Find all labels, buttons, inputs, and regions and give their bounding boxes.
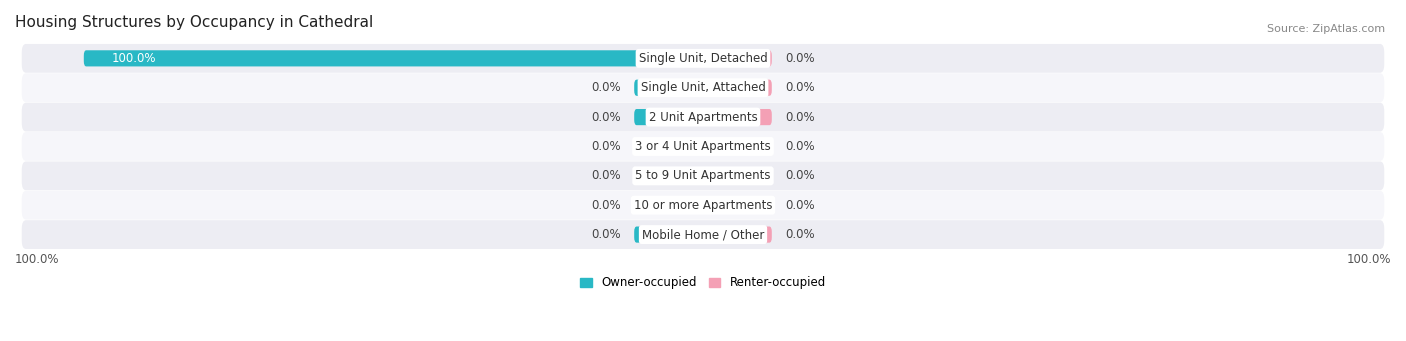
Text: 0.0%: 0.0% (786, 199, 815, 212)
Text: 0.0%: 0.0% (786, 169, 815, 182)
Text: 0.0%: 0.0% (786, 110, 815, 123)
Text: 2 Unit Apartments: 2 Unit Apartments (648, 110, 758, 123)
FancyBboxPatch shape (21, 103, 1385, 132)
Text: 0.0%: 0.0% (786, 228, 815, 241)
FancyBboxPatch shape (703, 138, 772, 154)
FancyBboxPatch shape (21, 161, 1385, 190)
FancyBboxPatch shape (634, 109, 703, 125)
Text: 0.0%: 0.0% (786, 52, 815, 65)
FancyBboxPatch shape (703, 50, 772, 66)
FancyBboxPatch shape (84, 50, 703, 66)
FancyBboxPatch shape (703, 168, 772, 184)
Text: Mobile Home / Other: Mobile Home / Other (641, 228, 765, 241)
Text: 0.0%: 0.0% (591, 81, 620, 94)
Text: Single Unit, Detached: Single Unit, Detached (638, 52, 768, 65)
FancyBboxPatch shape (21, 191, 1385, 220)
Text: 100.0%: 100.0% (15, 253, 59, 266)
Text: Housing Structures by Occupancy in Cathedral: Housing Structures by Occupancy in Cathe… (15, 15, 373, 30)
FancyBboxPatch shape (703, 80, 772, 96)
FancyBboxPatch shape (634, 80, 703, 96)
FancyBboxPatch shape (21, 44, 1385, 73)
Text: 5 to 9 Unit Apartments: 5 to 9 Unit Apartments (636, 169, 770, 182)
FancyBboxPatch shape (634, 168, 703, 184)
Text: 0.0%: 0.0% (591, 110, 620, 123)
FancyBboxPatch shape (634, 138, 703, 154)
FancyBboxPatch shape (21, 73, 1385, 102)
Text: 3 or 4 Unit Apartments: 3 or 4 Unit Apartments (636, 140, 770, 153)
FancyBboxPatch shape (703, 197, 772, 213)
Text: 0.0%: 0.0% (786, 81, 815, 94)
Text: Source: ZipAtlas.com: Source: ZipAtlas.com (1267, 24, 1385, 34)
Text: 0.0%: 0.0% (786, 140, 815, 153)
Text: 0.0%: 0.0% (591, 140, 620, 153)
FancyBboxPatch shape (703, 226, 772, 243)
Legend: Owner-occupied, Renter-occupied: Owner-occupied, Renter-occupied (575, 271, 831, 294)
FancyBboxPatch shape (21, 220, 1385, 249)
Text: 100.0%: 100.0% (1347, 253, 1391, 266)
Text: 10 or more Apartments: 10 or more Apartments (634, 199, 772, 212)
Text: 0.0%: 0.0% (591, 169, 620, 182)
FancyBboxPatch shape (634, 226, 703, 243)
FancyBboxPatch shape (703, 109, 772, 125)
Text: Single Unit, Attached: Single Unit, Attached (641, 81, 765, 94)
Text: 0.0%: 0.0% (591, 228, 620, 241)
FancyBboxPatch shape (634, 197, 703, 213)
Text: 100.0%: 100.0% (111, 52, 156, 65)
FancyBboxPatch shape (21, 132, 1385, 161)
Text: 0.0%: 0.0% (591, 199, 620, 212)
